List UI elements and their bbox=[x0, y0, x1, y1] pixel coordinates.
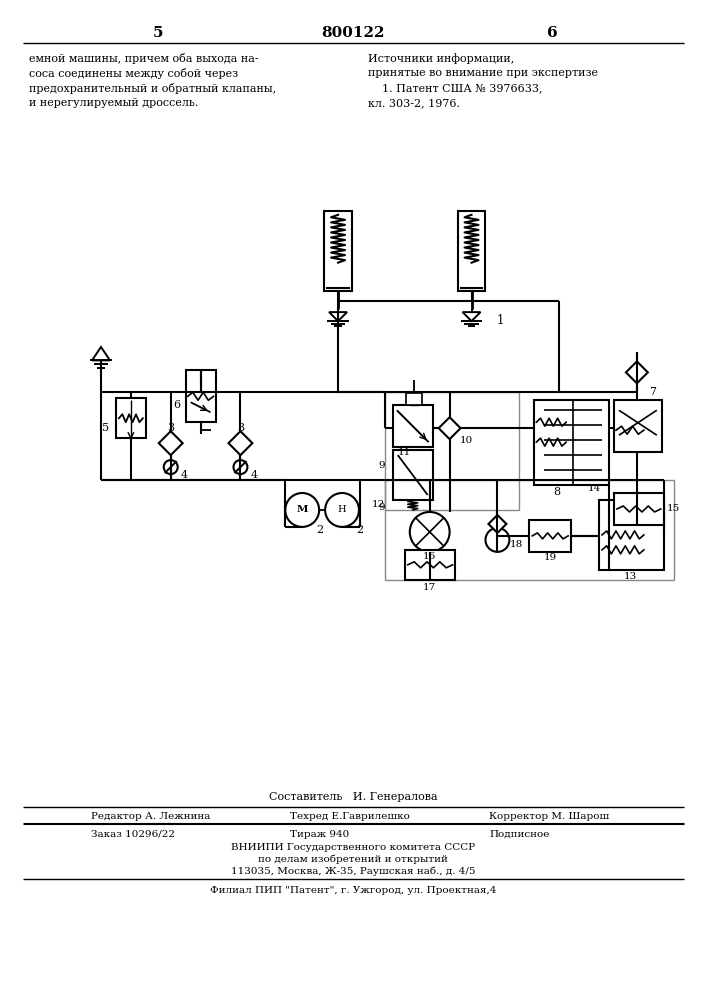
Bar bbox=[393, 450, 433, 500]
Text: 16: 16 bbox=[423, 552, 436, 561]
Text: 4: 4 bbox=[250, 470, 257, 480]
Bar bbox=[534, 400, 609, 485]
Text: 1. Патент США № 3976633,: 1. Патент США № 3976633, bbox=[368, 83, 542, 93]
Text: 6: 6 bbox=[547, 26, 558, 40]
Polygon shape bbox=[159, 431, 182, 455]
Text: Источники информации,: Источники информации, bbox=[368, 53, 514, 64]
Text: Тираж 940: Тираж 940 bbox=[291, 830, 349, 839]
Text: 2: 2 bbox=[317, 525, 324, 535]
Text: Техред Е.Гаврилешко: Техред Е.Гаврилешко bbox=[291, 812, 410, 821]
Text: 5: 5 bbox=[153, 26, 163, 40]
Text: предохранительный и обратный клапаны,: предохранительный и обратный клапаны, bbox=[29, 83, 276, 94]
Text: M: M bbox=[296, 505, 308, 514]
Text: 6: 6 bbox=[173, 400, 181, 410]
Text: 4: 4 bbox=[181, 470, 188, 480]
Text: Составитель   И. Генералова: Составитель И. Генералова bbox=[269, 792, 438, 802]
Bar bbox=[614, 400, 662, 452]
Polygon shape bbox=[329, 312, 347, 321]
Text: соса соединены между собой через: соса соединены между собой через bbox=[29, 68, 238, 79]
Text: 14: 14 bbox=[588, 484, 601, 493]
Text: 5: 5 bbox=[102, 423, 109, 433]
Polygon shape bbox=[228, 431, 252, 455]
Text: 3: 3 bbox=[167, 423, 175, 433]
Bar bbox=[385, 480, 674, 580]
Bar bbox=[116, 398, 146, 438]
Polygon shape bbox=[626, 361, 648, 383]
Text: 10: 10 bbox=[460, 436, 473, 445]
Text: 8: 8 bbox=[554, 487, 561, 497]
Text: кл. 303-2, 1976.: кл. 303-2, 1976. bbox=[368, 98, 460, 108]
Text: 11: 11 bbox=[398, 448, 411, 457]
Text: 19: 19 bbox=[544, 553, 557, 562]
Polygon shape bbox=[92, 347, 110, 360]
Text: 2: 2 bbox=[356, 525, 363, 535]
Bar bbox=[393, 405, 433, 447]
Text: Корректор М. Шарош: Корректор М. Шарош bbox=[489, 812, 609, 821]
Text: 7: 7 bbox=[649, 387, 656, 397]
Text: и нерегулируемый дроссель.: и нерегулируемый дроссель. bbox=[29, 98, 199, 108]
Text: Филиал ПИП "Патент", г. Ужгород, ул. Проектная,4: Филиал ПИП "Патент", г. Ужгород, ул. Про… bbox=[210, 886, 496, 895]
Text: 18: 18 bbox=[509, 540, 522, 549]
Text: 9: 9 bbox=[378, 503, 385, 512]
Bar bbox=[186, 370, 216, 422]
Text: 1: 1 bbox=[496, 314, 504, 327]
Bar bbox=[385, 392, 520, 510]
Text: по делам изобретений и открытий: по делам изобретений и открытий bbox=[258, 854, 448, 864]
Bar bbox=[599, 500, 664, 570]
Text: 12: 12 bbox=[372, 500, 385, 509]
Circle shape bbox=[233, 460, 247, 474]
Bar bbox=[324, 211, 352, 291]
Bar bbox=[405, 550, 455, 580]
Text: Редактор А. Лежнина: Редактор А. Лежнина bbox=[91, 812, 211, 821]
Circle shape bbox=[486, 528, 509, 552]
Text: Подписное: Подписное bbox=[489, 830, 550, 839]
Bar bbox=[457, 211, 486, 291]
Text: Заказ 10296/22: Заказ 10296/22 bbox=[91, 830, 175, 839]
Text: 3: 3 bbox=[237, 423, 244, 433]
Circle shape bbox=[410, 512, 450, 552]
Circle shape bbox=[325, 493, 359, 527]
Polygon shape bbox=[438, 417, 460, 439]
Text: 9: 9 bbox=[378, 461, 385, 470]
Text: ВНИИПИ Государственного комитета СССР: ВНИИПИ Государственного комитета СССР bbox=[231, 843, 475, 852]
Text: 17: 17 bbox=[423, 583, 436, 592]
Text: 800122: 800122 bbox=[321, 26, 385, 40]
Bar bbox=[614, 493, 664, 525]
Circle shape bbox=[285, 493, 319, 527]
Text: принятые во внимание при экспертизе: принятые во внимание при экспертизе bbox=[368, 68, 598, 78]
Polygon shape bbox=[489, 515, 506, 533]
Text: 13: 13 bbox=[624, 572, 638, 581]
Text: емной машины, причем оба выхода на-: емной машины, причем оба выхода на- bbox=[29, 53, 259, 64]
Bar bbox=[530, 520, 571, 552]
Circle shape bbox=[164, 460, 177, 474]
Polygon shape bbox=[462, 312, 481, 321]
Text: H: H bbox=[338, 505, 346, 514]
Text: 15: 15 bbox=[667, 504, 680, 513]
Text: 113035, Москва, Ж-35, Раушская наб., д. 4/5: 113035, Москва, Ж-35, Раушская наб., д. … bbox=[230, 866, 475, 876]
Bar bbox=[406, 393, 422, 405]
